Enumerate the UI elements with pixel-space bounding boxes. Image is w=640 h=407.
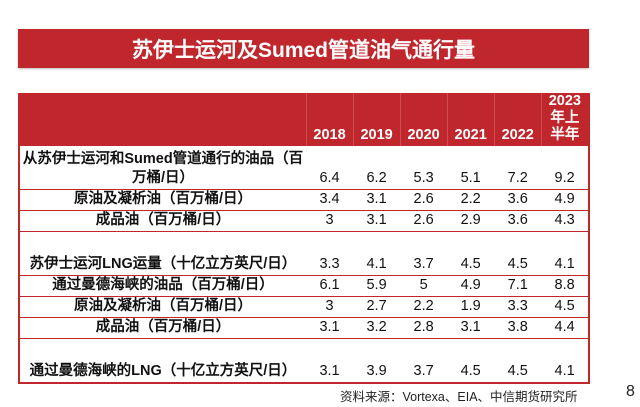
table-row: 原油及凝析油（百万桶/日） 3.4 3.1 2.6 2.2 3.6 4.9 — [19, 189, 589, 211]
header-line: 半年 — [550, 127, 580, 143]
cell-value: 3.6 — [494, 210, 542, 232]
cell-value: 4.3 — [541, 210, 589, 232]
header-label-column — [19, 93, 306, 146]
table-row: 通过曼德海峡的油品（百万桶/日） 6.1 5.9 5 4.9 7.1 8.8 — [19, 275, 589, 297]
throughput-table: 2018 2019 2020 2021 2022 2023 年上 半年 从苏伊士… — [18, 93, 590, 384]
cell-value: 2.8 — [400, 317, 448, 339]
row-label: 苏伊士运河LNG运量（十亿立方英尺/日） — [19, 231, 306, 276]
cell-value: 1.9 — [447, 296, 495, 318]
cell-value: 5.1 — [447, 145, 495, 190]
cell-value: 4.1 — [353, 231, 401, 276]
cell-value: 3.8 — [494, 317, 542, 339]
header-2020: 2020 — [399, 93, 448, 146]
cell-value: 3.9 — [353, 338, 401, 384]
cell-value: 4.5 — [494, 231, 542, 276]
cell-value: 6.4 — [306, 145, 354, 190]
cell-value: 2.2 — [447, 189, 495, 211]
table-row: 通过曼德海峡的LNG（十亿立方英尺/日） 3.1 3.9 3.7 4.5 4.5 4.1 — [19, 338, 589, 384]
cell-value: 2.9 — [447, 210, 495, 232]
cell-value: 2.7 — [353, 296, 401, 318]
header-line: 2023 — [548, 93, 581, 109]
cell-value: 3.6 — [494, 189, 542, 211]
row-label: 成品油（百万桶/日） — [19, 210, 306, 232]
header-2018: 2018 — [305, 93, 354, 146]
header-2019: 2019 — [352, 93, 401, 146]
cell-value: 3.3 — [494, 296, 542, 318]
cell-value: 3.7 — [400, 231, 448, 276]
slide-title: 苏伊士运河及Sumed管道油气通行量 — [18, 29, 589, 68]
cell-value: 3.1 — [353, 189, 401, 211]
row-label: 通过曼德海峡的油品（百万桶/日） — [19, 275, 306, 297]
table-row: 成品油（百万桶/日） 3 3.1 2.6 2.9 3.6 4.3 — [19, 210, 589, 232]
cell-value: 3.2 — [353, 317, 401, 339]
header-2023h1: 2023 年上 半年 — [540, 93, 589, 146]
header-2021: 2021 — [446, 93, 495, 146]
cell-value: 4.5 — [541, 296, 589, 318]
table-row: 苏伊士运河LNG运量（十亿立方英尺/日） 3.3 4.1 3.7 4.5 4.5 4.1 — [19, 231, 589, 276]
cell-value: 4.5 — [447, 231, 495, 276]
table-header-row: 2018 2019 2020 2021 2022 2023 年上 半年 — [19, 93, 589, 146]
cell-value: 7.2 — [494, 145, 542, 190]
cell-value: 4.4 — [541, 317, 589, 339]
cell-value: 2.6 — [400, 189, 448, 211]
cell-value: 4.9 — [541, 189, 589, 211]
cell-value: 6.2 — [353, 145, 401, 190]
cell-value: 4.1 — [541, 338, 589, 384]
row-label: 从苏伊士运河和Sumed管道通行的油品（百万桶/日） — [19, 145, 306, 190]
header-line: 年上 — [550, 110, 580, 126]
row-label: 原油及凝析油（百万桶/日） — [19, 189, 306, 211]
cell-value: 3.1 — [447, 317, 495, 339]
cell-value: 5 — [400, 275, 448, 297]
source-note: 资料来源：Vortexa、EIA、中信期货研究所 — [340, 390, 578, 404]
row-label: 成品油（百万桶/日） — [19, 317, 306, 339]
cell-value: 3.3 — [306, 231, 354, 276]
cell-value: 3.7 — [400, 338, 448, 384]
cell-value: 2.2 — [400, 296, 448, 318]
cell-value: 9.2 — [541, 145, 589, 190]
table-row: 从苏伊士运河和Sumed管道通行的油品（百万桶/日） 6.4 6.2 5.3 5.1 7.… — [19, 145, 589, 190]
cell-value: 4.5 — [447, 338, 495, 384]
cell-value: 4.9 — [447, 275, 495, 297]
cell-value: 6.1 — [306, 275, 354, 297]
cell-value: 3 — [306, 296, 354, 318]
cell-value: 4.5 — [494, 338, 542, 384]
cell-value: 5.9 — [353, 275, 401, 297]
row-label: 原油及凝析油（百万桶/日） — [19, 296, 306, 318]
cell-value: 3.4 — [306, 189, 354, 211]
table-row: 原油及凝析油（百万桶/日） 3 2.7 2.2 1.9 3.3 4.5 — [19, 296, 589, 318]
cell-value: 5.3 — [400, 145, 448, 190]
cell-value: 3.1 — [306, 338, 354, 384]
row-label: 通过曼德海峡的LNG（十亿立方英尺/日） — [19, 338, 306, 384]
page-number: 8 — [626, 383, 635, 400]
cell-value: 8.8 — [541, 275, 589, 297]
cell-value: 7.1 — [494, 275, 542, 297]
cell-value: 3.1 — [306, 317, 354, 339]
table-row: 成品油（百万桶/日） 3.1 3.2 2.8 3.1 3.8 4.4 — [19, 317, 589, 339]
cell-value: 3.1 — [353, 210, 401, 232]
header-2022: 2022 — [493, 93, 542, 146]
cell-value: 4.1 — [541, 231, 589, 276]
cell-value: 3 — [306, 210, 354, 232]
cell-value: 2.6 — [400, 210, 448, 232]
